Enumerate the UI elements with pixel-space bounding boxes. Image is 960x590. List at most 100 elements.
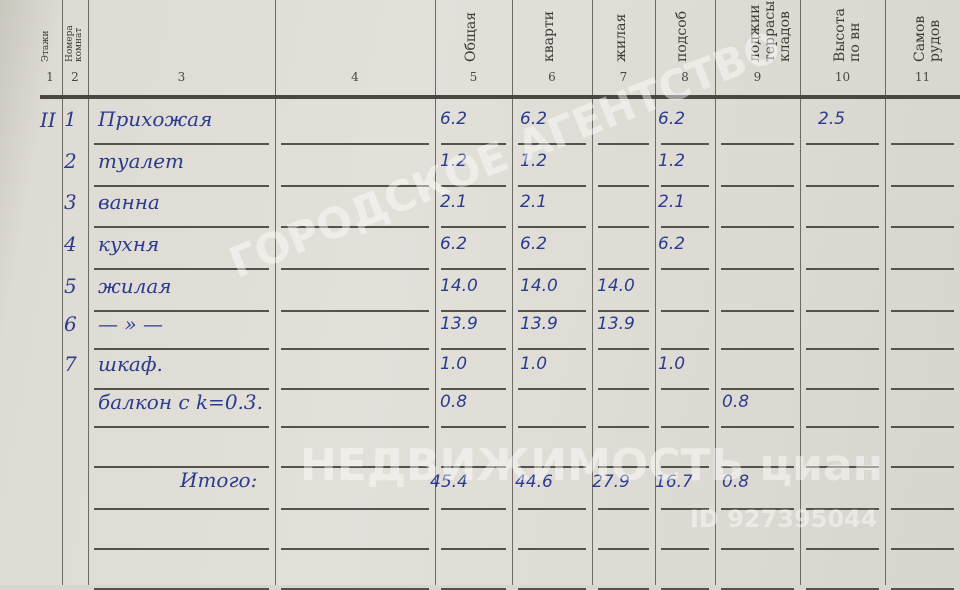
cell-apartment: 1.0 (520, 354, 548, 374)
room-name: шкаф. (98, 352, 163, 376)
row-line (94, 226, 269, 228)
row-line (518, 348, 586, 350)
row-line (441, 268, 506, 270)
row-line (518, 310, 586, 312)
row-line (598, 388, 649, 390)
row-line (806, 388, 879, 390)
room-name: Прихожая (98, 107, 213, 131)
column-line (885, 0, 886, 585)
row-line (441, 426, 506, 428)
cell-auxiliary: 2.1 (658, 192, 686, 212)
column-header: Номера комнат (65, 25, 84, 62)
room-number: 1 (64, 107, 77, 131)
room-number: 5 (64, 274, 77, 298)
row-line (721, 310, 794, 312)
column-number: 9 (753, 70, 762, 84)
column-line (62, 0, 63, 585)
row-line (598, 185, 649, 187)
room-name: балкон с k=0.3. (98, 390, 263, 414)
row-line (806, 426, 879, 428)
column-number: 6 (548, 70, 556, 84)
row-line (891, 508, 954, 510)
row-line (598, 426, 649, 428)
row-line (661, 548, 709, 550)
cell-apartment: 14.0 (520, 276, 558, 296)
row-line (661, 348, 709, 350)
row-line (94, 348, 269, 350)
row-line (518, 466, 586, 468)
row-line (661, 310, 709, 312)
row-line (721, 426, 794, 428)
row-line (281, 508, 429, 510)
row-line (806, 143, 879, 145)
totals-label: Итого: (180, 468, 258, 492)
room-number: 2 (64, 149, 77, 173)
row-line (661, 185, 709, 187)
column-number: 5 (469, 70, 478, 84)
row-line (441, 226, 506, 228)
row-line (94, 508, 269, 510)
row-line (721, 388, 794, 390)
total-living: 27.9 (592, 472, 630, 492)
row-line (891, 268, 954, 270)
row-line (721, 466, 794, 468)
row-line (518, 426, 586, 428)
row-line (518, 143, 586, 145)
row-line (891, 466, 954, 468)
row-line (441, 143, 506, 145)
row-line (281, 143, 429, 145)
row-line (94, 466, 269, 468)
row-line (806, 348, 879, 350)
column-line (655, 0, 656, 585)
row-line (661, 426, 709, 428)
room-name: — » — (98, 312, 163, 336)
cell-total: 1.2 (440, 151, 468, 171)
cell-total: 1.0 (440, 354, 468, 374)
cell-auxiliary: 1.0 (658, 354, 686, 374)
column-line (435, 0, 436, 585)
row-line (94, 388, 269, 390)
row-line (281, 348, 429, 350)
row-line (281, 466, 429, 468)
row-line (281, 185, 429, 187)
row-line (441, 466, 506, 468)
row-line (281, 268, 429, 270)
row-line (94, 426, 269, 428)
column-line (88, 0, 89, 585)
row-line (806, 185, 879, 187)
column-header: подсоб (674, 10, 690, 62)
cell-living: 14.0 (597, 276, 635, 296)
cell-apartment: 1.2 (520, 151, 548, 171)
row-line (281, 310, 429, 312)
column-header: Этажи (41, 30, 51, 62)
row-line (721, 143, 794, 145)
row-line (598, 310, 649, 312)
row-line (518, 268, 586, 270)
cell-living: 13.9 (597, 314, 635, 334)
row-line (891, 426, 954, 428)
cell-apartment: 6.2 (520, 234, 548, 254)
column-header: Общая (462, 11, 479, 62)
row-line (441, 310, 506, 312)
row-line (721, 268, 794, 270)
column-header: жилая (612, 13, 629, 62)
cell-auxiliary: 1.2 (658, 151, 686, 171)
cell-total: 2.1 (440, 192, 468, 212)
column-line (592, 0, 593, 585)
row-line (806, 268, 879, 270)
room-name: туалет (98, 149, 185, 173)
row-line (661, 268, 709, 270)
row-line (891, 348, 954, 350)
row-line (661, 466, 709, 468)
row-line (891, 548, 954, 550)
room-name: жилая (98, 274, 172, 298)
column-number: 1 (46, 70, 54, 84)
row-line (806, 226, 879, 228)
cell-height: 2.5 (818, 109, 846, 129)
floor-number: II (40, 108, 56, 132)
row-line (598, 548, 649, 550)
row-line (806, 466, 879, 468)
column-number: 10 (834, 70, 851, 84)
row-line (891, 388, 954, 390)
cell-total: 0.8 (440, 392, 468, 412)
